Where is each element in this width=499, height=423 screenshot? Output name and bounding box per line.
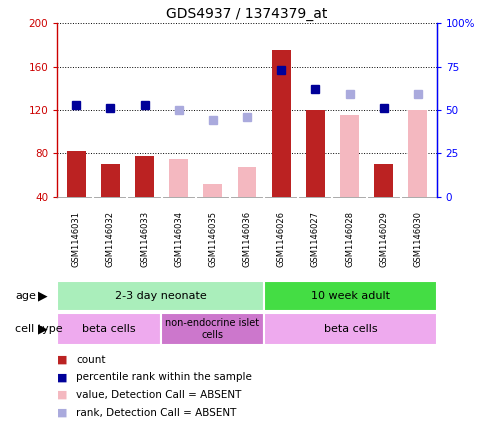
Text: beta cells: beta cells [324, 324, 377, 334]
Text: GSM1146029: GSM1146029 [379, 211, 388, 267]
Text: GSM1146027: GSM1146027 [311, 211, 320, 267]
Text: percentile rank within the sample: percentile rank within the sample [76, 372, 252, 382]
Text: value, Detection Call = ABSENT: value, Detection Call = ABSENT [76, 390, 242, 400]
Text: GSM1146035: GSM1146035 [209, 211, 218, 267]
Text: GSM1146031: GSM1146031 [72, 211, 81, 267]
Text: ■: ■ [57, 354, 68, 365]
Bar [204, 184, 222, 197]
Bar [169, 159, 188, 197]
Text: rank, Detection Call = ABSENT: rank, Detection Call = ABSENT [76, 408, 237, 418]
Bar [306, 110, 325, 197]
Text: GSM1146033: GSM1146033 [140, 211, 149, 267]
Bar [57, 313, 161, 345]
Bar [238, 168, 256, 197]
Bar [272, 50, 290, 197]
Text: GSM1146032: GSM1146032 [106, 211, 115, 267]
Text: GSM1146026: GSM1146026 [276, 211, 285, 267]
Text: age: age [15, 291, 36, 301]
Text: GSM1146028: GSM1146028 [345, 211, 354, 267]
Bar [161, 313, 264, 345]
Bar [374, 164, 393, 197]
Bar [57, 281, 264, 311]
Text: cell type: cell type [15, 324, 62, 334]
Bar [340, 115, 359, 197]
Bar [264, 313, 437, 345]
Text: GSM1146036: GSM1146036 [243, 211, 251, 267]
Text: ■: ■ [57, 408, 68, 418]
Text: 2-3 day neonate: 2-3 day neonate [115, 291, 207, 301]
Bar [101, 164, 120, 197]
Bar [264, 281, 437, 311]
Text: count: count [76, 354, 106, 365]
Text: ▶: ▶ [37, 290, 47, 302]
Text: GSM1146034: GSM1146034 [174, 211, 183, 267]
Text: GSM1146030: GSM1146030 [413, 211, 422, 267]
Bar [67, 151, 85, 197]
Title: GDS4937 / 1374379_at: GDS4937 / 1374379_at [166, 7, 328, 21]
Text: non-endocrine islet
cells: non-endocrine islet cells [166, 318, 259, 340]
Text: ▶: ▶ [37, 322, 47, 335]
Text: 10 week adult: 10 week adult [311, 291, 390, 301]
Bar [135, 156, 154, 197]
Text: ■: ■ [57, 390, 68, 400]
Text: ■: ■ [57, 372, 68, 382]
Text: beta cells: beta cells [82, 324, 136, 334]
Bar [409, 110, 427, 197]
